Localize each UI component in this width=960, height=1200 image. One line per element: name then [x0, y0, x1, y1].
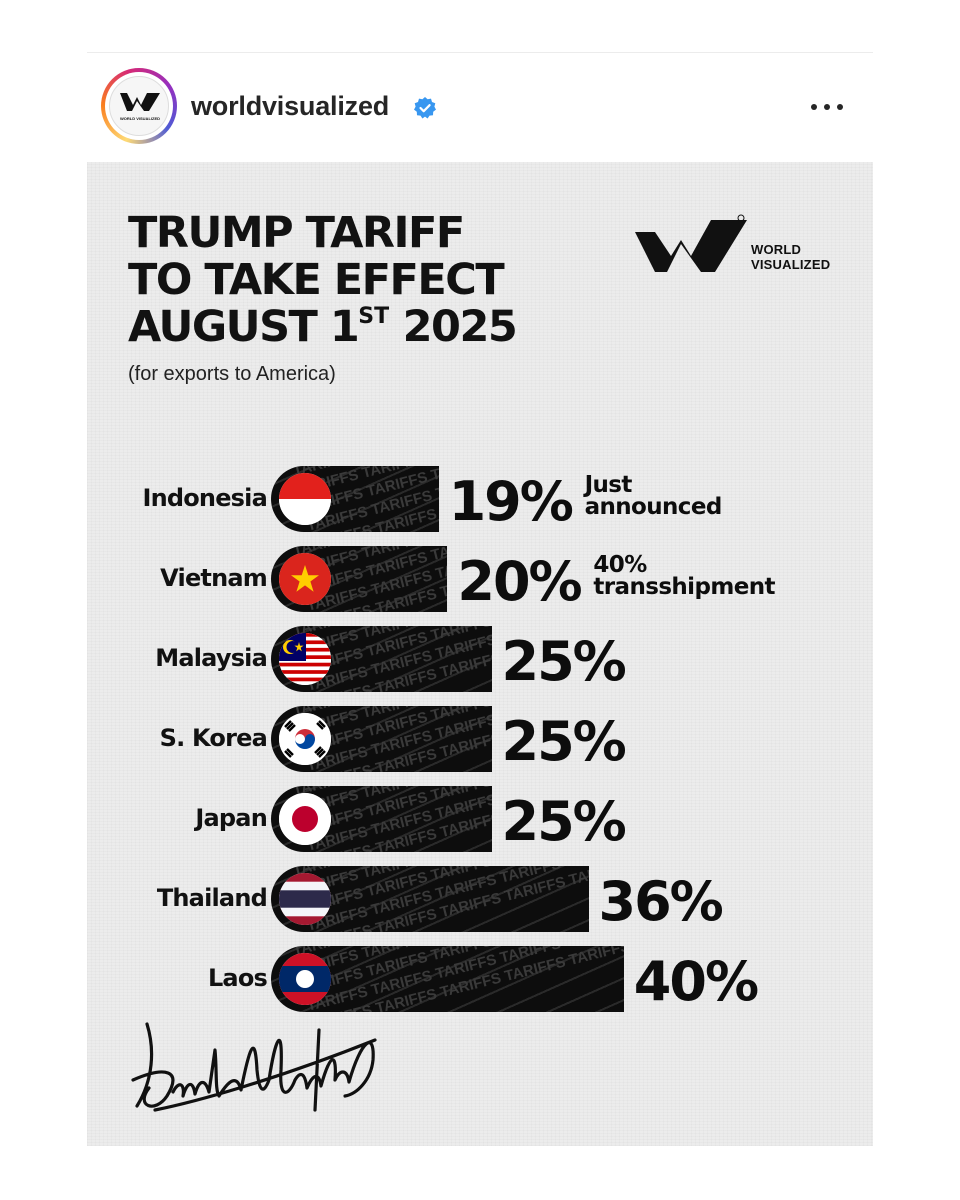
tariff-value-label: 25%: [501, 630, 627, 693]
annotation-label: 40% transshipment: [593, 552, 775, 600]
world-visualized-logo-icon: [120, 93, 160, 111]
chart-row-laos: LaosTARIFFS TARIFFS TARIFFS TARIFFS TARI…: [87, 944, 873, 1013]
japan-flag-icon: [279, 793, 331, 845]
world-visualized-logo-icon: [635, 214, 747, 272]
indonesia-flag-icon: [279, 473, 331, 525]
south-korea-flag-icon: [279, 713, 331, 765]
avatar[interactable]: WORLD VISUALIZED: [101, 68, 177, 144]
country-label: S. Korea: [159, 724, 268, 752]
country-label: Laos: [207, 964, 268, 992]
malaysia-flag-icon: [279, 633, 331, 685]
tariff-value-label: 19%: [448, 470, 574, 533]
tariff-value-label: 20%: [457, 550, 582, 613]
country-label: Thailand: [156, 884, 268, 912]
tariff-bar: TARIFFS TARIFFS TARIFFS TARIFFS TARIFFS …: [271, 866, 589, 932]
country-label: Indonesia: [142, 484, 267, 512]
tariff-value-label: 25%: [501, 790, 627, 853]
tariff-value-label: 40%: [633, 950, 759, 1013]
country-label: Japan: [195, 804, 267, 832]
country-label: Vietnam: [160, 564, 268, 592]
username-link[interactable]: worldvisualized: [191, 91, 390, 121]
chart-row-thailand: ThailandTARIFFS TARIFFS TARIFFS TARIFFS …: [87, 864, 873, 933]
chart-row-vietnam: VietnamTARIFFS TARIFFS TARIFFS TARIFFS T…: [87, 544, 873, 613]
thailand-flag-icon: [279, 873, 331, 925]
chart-row-s-korea: S. KoreaTARIFFS TARIFFS TARIFFS TARIFFS …: [87, 704, 873, 773]
poster-title: TRUMP TARIFF TO TAKE EFFECT AUGUST 1ST 2…: [128, 208, 518, 352]
chart-row-japan: JapanTARIFFS TARIFFS TARIFFS TARIFFS TAR…: [87, 784, 873, 853]
tariff-value-label: 25%: [501, 710, 627, 773]
tariff-value-label: 36%: [598, 870, 724, 933]
avatar-label: WORLD VISUALIZED: [120, 116, 160, 121]
instagram-post: WORLD VISUALIZED worldvisualized TRUMP T…: [87, 52, 873, 1146]
annotation-label: Just announced: [584, 472, 723, 520]
chart-row-indonesia: IndonesiaTARIFFS TARIFFS TARIFFS TARIFFS…: [87, 464, 873, 533]
world-visualized-logo: WORLD VISUALIZED: [635, 214, 835, 284]
post-header: WORLD VISUALIZED worldvisualized: [87, 52, 873, 163]
verified-badge-icon: [414, 97, 436, 119]
poster-subtitle: (for exports to America): [128, 363, 336, 385]
laos-flag-icon: [279, 953, 331, 1005]
more-options-icon[interactable]: [807, 93, 847, 121]
post-image: TRUMP TARIFF TO TAKE EFFECT AUGUST 1ST 2…: [87, 162, 873, 1146]
country-label: Malaysia: [155, 644, 268, 672]
signature-icon: [131, 1022, 377, 1112]
chart-row-malaysia: MalaysiaTARIFFS TARIFFS TARIFFS TARIFFS …: [87, 624, 873, 693]
vietnam-flag-icon: [279, 553, 331, 605]
